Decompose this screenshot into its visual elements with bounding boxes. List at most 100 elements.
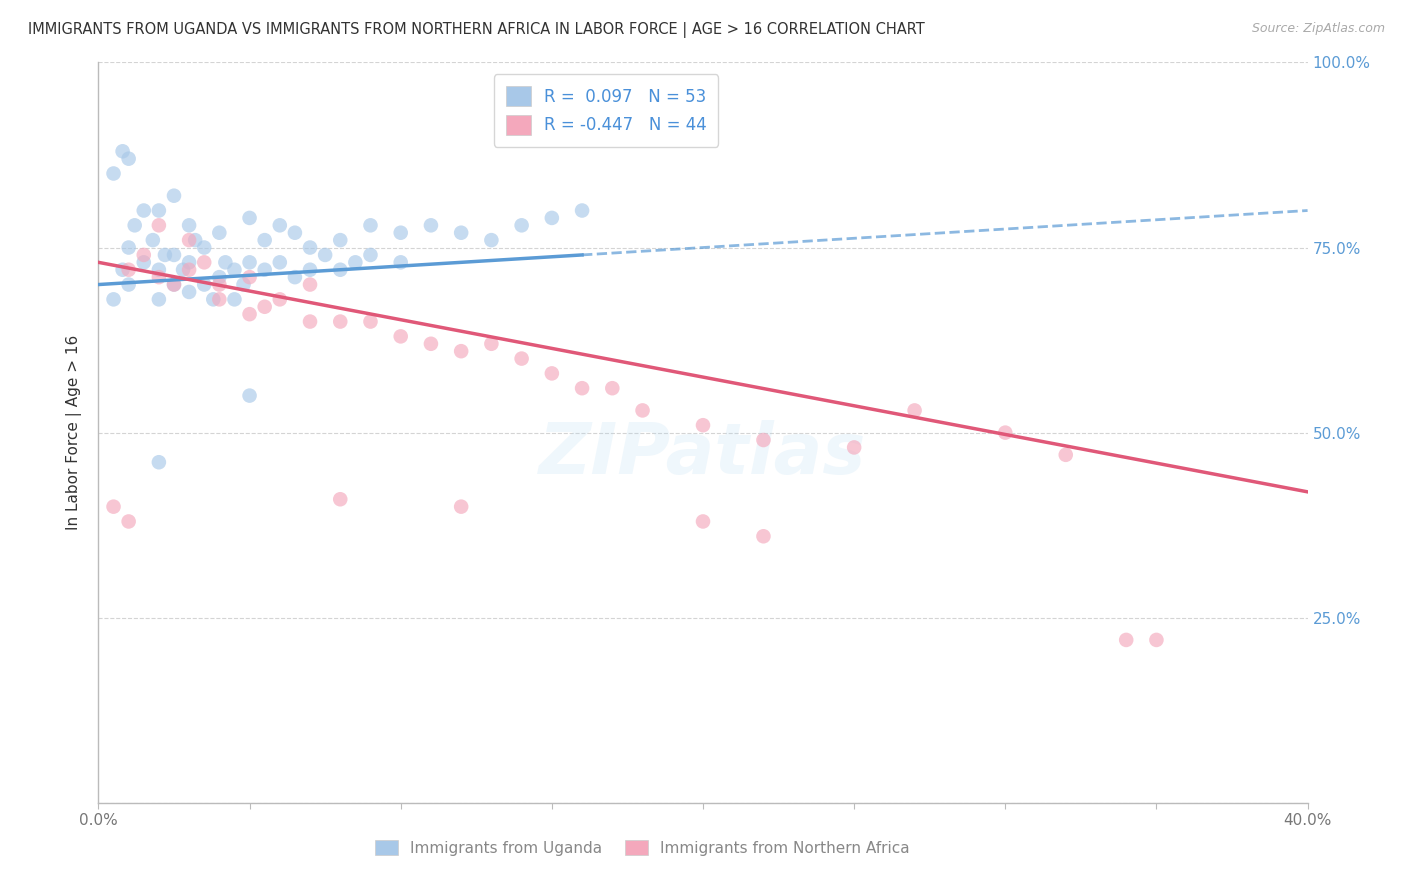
- Point: [214, 255, 236, 269]
- Point: [208, 277, 231, 292]
- Point: [232, 277, 254, 292]
- Point: [118, 240, 141, 255]
- Point: [132, 255, 155, 269]
- Point: [571, 203, 593, 218]
- Point: [269, 293, 291, 307]
- Point: [631, 403, 654, 417]
- Point: [844, 441, 866, 455]
- Point: [111, 145, 134, 159]
- Point: [148, 270, 170, 285]
- Point: [118, 262, 141, 277]
- Point: [253, 300, 276, 314]
- Point: [510, 351, 533, 366]
- Point: [124, 219, 146, 233]
- Point: [284, 226, 307, 240]
- Point: [118, 515, 141, 529]
- Point: [163, 277, 186, 292]
- Point: [253, 233, 276, 247]
- Point: [163, 277, 186, 292]
- Point: [692, 515, 714, 529]
- Point: [111, 262, 134, 277]
- Point: [179, 233, 201, 247]
- Point: [179, 285, 201, 299]
- Point: [329, 492, 352, 507]
- Point: [118, 277, 141, 292]
- Point: [752, 433, 775, 447]
- Point: [239, 307, 262, 321]
- Point: [360, 314, 382, 328]
- Point: [450, 226, 472, 240]
- Point: [179, 219, 201, 233]
- Point: [481, 336, 503, 351]
- Point: [239, 388, 262, 402]
- Point: [602, 381, 624, 395]
- Point: [118, 152, 141, 166]
- Point: [148, 203, 170, 218]
- Point: [571, 381, 593, 395]
- Point: [299, 277, 322, 292]
- Point: [132, 203, 155, 218]
- Point: [329, 262, 352, 277]
- Point: [1144, 632, 1167, 647]
- Point: [450, 500, 472, 514]
- Point: [284, 270, 307, 285]
- Point: [224, 262, 246, 277]
- Point: [179, 255, 201, 269]
- Point: [163, 188, 186, 202]
- Point: [1115, 632, 1137, 647]
- Point: [132, 248, 155, 262]
- Point: [269, 255, 291, 269]
- Point: [389, 255, 412, 269]
- Point: [360, 248, 382, 262]
- Text: IMMIGRANTS FROM UGANDA VS IMMIGRANTS FROM NORTHERN AFRICA IN LABOR FORCE | AGE >: IMMIGRANTS FROM UGANDA VS IMMIGRANTS FRO…: [28, 22, 925, 38]
- Legend: Immigrants from Uganda, Immigrants from Northern Africa: Immigrants from Uganda, Immigrants from …: [368, 834, 917, 862]
- Point: [481, 233, 503, 247]
- Point: [153, 248, 176, 262]
- Point: [904, 403, 927, 417]
- Point: [692, 418, 714, 433]
- Point: [193, 240, 215, 255]
- Point: [752, 529, 775, 543]
- Point: [239, 255, 262, 269]
- Point: [239, 270, 262, 285]
- Point: [540, 211, 562, 225]
- Point: [148, 293, 170, 307]
- Point: [148, 455, 170, 469]
- Point: [148, 219, 170, 233]
- Point: [420, 219, 443, 233]
- Point: [148, 262, 170, 277]
- Point: [510, 219, 533, 233]
- Point: [299, 314, 322, 328]
- Y-axis label: In Labor Force | Age > 16: In Labor Force | Age > 16: [66, 335, 83, 530]
- Point: [193, 255, 215, 269]
- Point: [253, 262, 276, 277]
- Text: ZIPatlas: ZIPatlas: [540, 420, 866, 490]
- Point: [1054, 448, 1077, 462]
- Point: [172, 262, 194, 277]
- Point: [103, 166, 125, 180]
- Point: [103, 500, 125, 514]
- Point: [299, 240, 322, 255]
- Point: [163, 248, 186, 262]
- Point: [420, 336, 443, 351]
- Point: [224, 293, 246, 307]
- Point: [208, 226, 231, 240]
- Point: [202, 293, 225, 307]
- Point: [193, 277, 215, 292]
- Point: [344, 255, 367, 269]
- Point: [450, 344, 472, 359]
- Point: [389, 226, 412, 240]
- Point: [179, 262, 201, 277]
- Point: [329, 314, 352, 328]
- Point: [540, 367, 562, 381]
- Point: [269, 219, 291, 233]
- Point: [299, 262, 322, 277]
- Point: [208, 270, 231, 285]
- Point: [389, 329, 412, 343]
- Text: Source: ZipAtlas.com: Source: ZipAtlas.com: [1251, 22, 1385, 36]
- Point: [314, 248, 336, 262]
- Point: [329, 233, 352, 247]
- Point: [360, 219, 382, 233]
- Point: [142, 233, 165, 247]
- Point: [994, 425, 1017, 440]
